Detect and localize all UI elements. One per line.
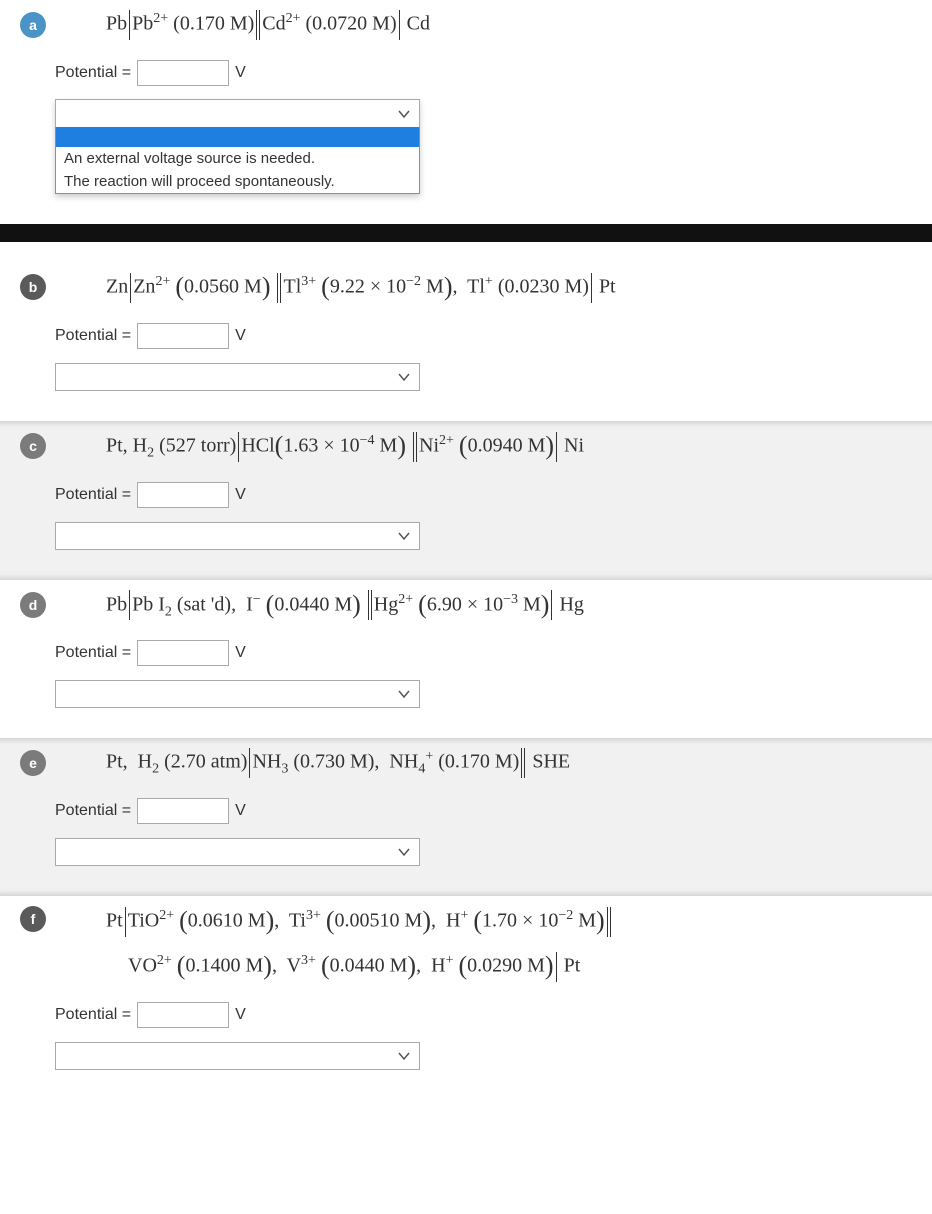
select-option-external[interactable]: An external voltage source is needed. [56, 147, 419, 170]
part-a: a PbPb2+ (0.170 M)Cd2+ (0.0720 M) Cd Pot… [0, 0, 932, 224]
chevron-down-icon [397, 529, 411, 543]
potential-label: Potential = [55, 644, 131, 662]
equation-c: Pt, H2 (527 torr)HCl(1.63 × 10−4 M) Ni2+… [106, 431, 584, 462]
potential-input-d[interactable] [137, 640, 229, 666]
equation-a: PbPb2+ (0.170 M)Cd2+ (0.0720 M) Cd [106, 10, 430, 40]
unit-label: V [235, 644, 246, 662]
part-b: b ZnZn2+ (0.0560 M) Tl3+ (9.22 × 10−2 M)… [0, 242, 932, 421]
unit-label: V [235, 486, 246, 504]
select-f[interactable] [55, 1042, 420, 1070]
potential-label: Potential = [55, 802, 131, 820]
potential-label: Potential = [55, 327, 131, 345]
chevron-down-icon [397, 845, 411, 859]
chevron-down-icon [397, 107, 411, 121]
potential-input-c[interactable] [137, 482, 229, 508]
select-c[interactable] [55, 522, 420, 550]
potential-input-e[interactable] [137, 798, 229, 824]
select-d[interactable] [55, 680, 420, 708]
potential-input-b[interactable] [137, 323, 229, 349]
part-badge-d: d [20, 592, 46, 618]
unit-label: V [235, 802, 246, 820]
equation-b: ZnZn2+ (0.0560 M) Tl3+ (9.22 × 10−2 M), … [106, 272, 616, 303]
section-divider [0, 224, 932, 242]
equation-f-line1: PtTiO2+ (0.0610 M), Ti3+ (0.00510 M), H+… [106, 906, 613, 937]
chevron-down-icon [397, 687, 411, 701]
part-f: f PtTiO2+ (0.0610 M), Ti3+ (0.00510 M), … [0, 896, 932, 1100]
equation-f-line2: VO2+ (0.1400 M), V3+ (0.0440 M), H+ (0.0… [128, 951, 613, 982]
part-e: e Pt, H2 (2.70 atm)NH3 (0.730 M), NH4+ (… [0, 738, 932, 896]
part-badge-e: e [20, 750, 46, 776]
potential-label: Potential = [55, 486, 131, 504]
part-badge-c: c [20, 433, 46, 459]
unit-label: V [235, 64, 246, 82]
select-a-open[interactable]: An external voltage source is needed. Th… [55, 99, 420, 194]
equation-e: Pt, H2 (2.70 atm)NH3 (0.730 M), NH4+ (0.… [106, 748, 570, 778]
unit-label: V [235, 1006, 246, 1024]
unit-label: V [235, 327, 246, 345]
select-option-spontaneous[interactable]: The reaction will proceed spontaneously. [56, 170, 419, 193]
part-badge-b: b [20, 274, 46, 300]
part-c: c Pt, H2 (527 torr)HCl(1.63 × 10−4 M) Ni… [0, 421, 932, 580]
equation-d: PbPb I2 (sat 'd), I− (0.0440 M) Hg2+ (6.… [106, 590, 584, 621]
potential-input-a[interactable] [137, 60, 229, 86]
part-badge-a: a [20, 12, 46, 38]
potential-label: Potential = [55, 64, 131, 82]
select-e[interactable] [55, 838, 420, 866]
potential-input-f[interactable] [137, 1002, 229, 1028]
select-option-blank[interactable] [56, 127, 419, 147]
part-d: d PbPb I2 (sat 'd), I− (0.0440 M) Hg2+ (… [0, 580, 932, 739]
chevron-down-icon [397, 370, 411, 384]
chevron-down-icon [397, 1049, 411, 1063]
select-b[interactable] [55, 363, 420, 391]
potential-label: Potential = [55, 1006, 131, 1024]
part-badge-f: f [20, 906, 46, 932]
